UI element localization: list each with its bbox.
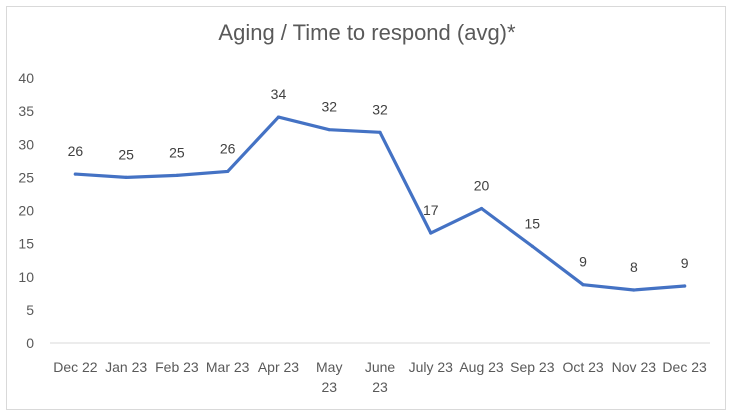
data-label: 26 (220, 140, 236, 156)
data-label: 25 (169, 144, 185, 160)
y-tick-label: 0 (26, 335, 34, 351)
y-tick-label: 35 (18, 103, 34, 119)
data-point (226, 169, 230, 174)
data-label: 20 (474, 178, 490, 194)
data-point (175, 173, 179, 177)
data-label: 9 (579, 254, 587, 270)
data-point (73, 172, 77, 176)
data-label: 25 (118, 146, 134, 162)
data-point (124, 175, 128, 179)
y-tick-label: 20 (18, 203, 34, 219)
chart-title: Aging / Time to respond (avg)* (218, 20, 516, 45)
x-tick-label: Jan 23 (105, 359, 147, 375)
x-tick-label: May 23 (316, 359, 342, 395)
y-tick-label: 10 (18, 269, 34, 285)
series-line (73, 115, 687, 292)
data-label: 9 (681, 255, 689, 271)
data-point (581, 283, 585, 287)
x-tick-label: Mar 23 (206, 359, 250, 375)
data-label: 8 (630, 259, 638, 275)
data-label: 32 (321, 99, 337, 115)
data-label: 15 (525, 215, 541, 231)
x-tick-label: July 23 (409, 359, 454, 375)
data-point (327, 128, 331, 132)
data-label: 26 (68, 143, 84, 159)
data-point (276, 115, 281, 119)
x-tick-label: June 23 (365, 359, 396, 395)
data-point (479, 206, 484, 211)
x-tick-label: Nov 23 (612, 359, 657, 375)
x-tick-label: Sep 23 (510, 359, 555, 375)
data-label: 34 (271, 86, 287, 102)
y-tick-label: 30 (18, 136, 34, 152)
y-tick-label: 40 (18, 70, 34, 86)
data-point (429, 231, 433, 235)
x-tick-label: Apr 23 (258, 359, 299, 375)
y-tick-label: 25 (18, 169, 34, 185)
x-tick-label: Aug 23 (459, 359, 504, 375)
data-point (632, 288, 636, 292)
x-tick-label: Oct 23 (562, 359, 603, 375)
data-point (530, 244, 534, 248)
x-tick-label: Dec 23 (662, 359, 707, 375)
y-tick-label: 5 (26, 302, 34, 318)
data-label: 17 (423, 202, 439, 218)
data-label: 32 (372, 101, 388, 117)
data-point (378, 130, 382, 134)
data-point (683, 284, 687, 288)
x-tick-label: Feb 23 (155, 359, 199, 375)
y-tick-label: 15 (18, 236, 34, 252)
x-tick-label: Dec 22 (53, 359, 98, 375)
